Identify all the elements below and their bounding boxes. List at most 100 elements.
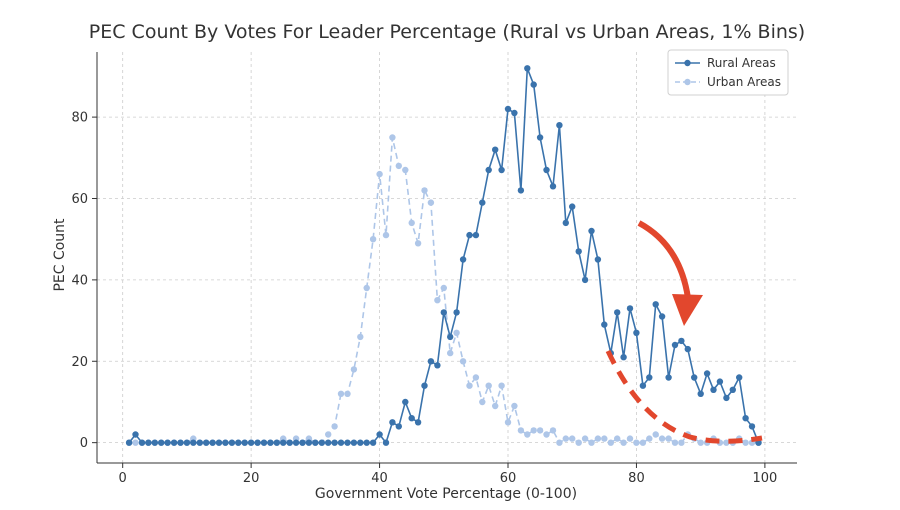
point-rural-50 xyxy=(440,309,447,316)
point-rural-56 xyxy=(479,199,486,206)
point-rural-22 xyxy=(260,439,268,446)
point-rural-89 xyxy=(691,374,698,381)
point-rural-83 xyxy=(652,301,659,308)
point-urban-50 xyxy=(440,284,447,292)
point-urban-60 xyxy=(504,419,512,426)
point-rural-4 xyxy=(145,439,152,446)
point-rural-63 xyxy=(524,65,531,72)
point-urban-51 xyxy=(447,349,454,357)
y-tick-label-60: 60 xyxy=(71,192,88,207)
x-tick-label-60: 60 xyxy=(500,471,517,486)
point-rural-1 xyxy=(125,439,133,446)
point-urban-77 xyxy=(614,435,621,442)
point-urban-64 xyxy=(530,427,537,434)
point-rural-43 xyxy=(395,423,402,430)
point-rural-80 xyxy=(633,329,640,336)
point-urban-94 xyxy=(723,439,730,446)
legend-box xyxy=(667,49,789,96)
point-rural-20 xyxy=(247,439,255,446)
point-rural-46 xyxy=(414,419,422,426)
point-rural-13 xyxy=(203,439,210,446)
point-rural-19 xyxy=(241,439,248,446)
point-rural-32 xyxy=(325,439,332,446)
point-rural-26 xyxy=(286,439,293,446)
point-rural-7 xyxy=(164,439,171,446)
point-urban-59 xyxy=(498,382,505,389)
point-urban-74 xyxy=(594,435,602,442)
point-urban-79 xyxy=(626,435,634,442)
point-rural-85 xyxy=(665,374,672,381)
point-urban-85 xyxy=(665,435,672,442)
point-urban-72 xyxy=(581,435,589,442)
point-rural-81 xyxy=(639,382,647,389)
point-rural-71 xyxy=(575,248,582,255)
point-urban-42 xyxy=(389,134,396,141)
point-rural-38 xyxy=(363,439,370,446)
point-urban-47 xyxy=(421,187,428,194)
x-tick-label-0: 0 xyxy=(119,471,127,486)
point-urban-37 xyxy=(357,333,364,341)
point-urban-36 xyxy=(350,366,358,373)
point-urban-58 xyxy=(492,402,499,410)
x-tick-label-40: 40 xyxy=(371,471,388,486)
point-rural-18 xyxy=(235,439,242,446)
point-rural-75 xyxy=(601,321,608,328)
annotation-arrow-shaft xyxy=(637,220,691,299)
point-rural-78 xyxy=(620,354,627,361)
point-urban-83 xyxy=(652,431,659,438)
point-rural-58 xyxy=(492,146,499,153)
point-rural-35 xyxy=(344,439,351,446)
point-urban-80 xyxy=(633,439,640,446)
point-urban-57 xyxy=(485,382,492,389)
point-urban-84 xyxy=(658,435,666,442)
point-rural-29 xyxy=(305,439,313,446)
point-rural-95 xyxy=(729,386,736,393)
point-urban-65 xyxy=(536,427,544,434)
point-urban-33 xyxy=(331,423,338,430)
point-urban-86 xyxy=(671,439,679,446)
point-urban-38 xyxy=(363,284,370,292)
grid xyxy=(97,52,797,463)
point-urban-55 xyxy=(472,374,480,381)
point-rural-15 xyxy=(215,439,223,446)
point-rural-30 xyxy=(312,439,319,446)
point-urban-54 xyxy=(466,382,473,389)
x-tick-label-80: 80 xyxy=(628,471,645,486)
point-rural-57 xyxy=(485,166,492,174)
point-rural-39 xyxy=(369,439,377,446)
y-axis-label: PEC Count xyxy=(52,218,68,292)
point-urban-78 xyxy=(620,439,627,446)
point-rural-33 xyxy=(331,439,338,446)
point-rural-92 xyxy=(710,386,717,393)
point-rural-67 xyxy=(549,183,557,190)
point-rural-66 xyxy=(543,166,550,174)
point-rural-17 xyxy=(228,439,236,446)
point-rural-73 xyxy=(588,227,595,235)
annotation-expected-decay-curve xyxy=(605,349,763,444)
legend: Rural Areas Urban Areas xyxy=(667,49,789,96)
point-urban-61 xyxy=(511,402,518,410)
y-tick-label-40: 40 xyxy=(71,273,88,288)
point-rural-72 xyxy=(581,276,589,284)
point-urban-34 xyxy=(337,390,345,397)
series-rural xyxy=(125,65,762,446)
x-tick-label-100: 100 xyxy=(752,471,777,486)
point-rural-48 xyxy=(427,358,435,365)
point-rural-12 xyxy=(196,439,203,446)
legend-label-urban: Urban Areas xyxy=(707,75,781,89)
point-urban-40 xyxy=(376,170,383,178)
point-rural-25 xyxy=(280,439,287,446)
point-urban-75 xyxy=(601,435,608,442)
point-urban-45 xyxy=(408,219,415,227)
point-rural-8 xyxy=(170,439,178,446)
point-rural-44 xyxy=(402,398,409,406)
y-tick-label-20: 20 xyxy=(71,355,88,370)
point-rural-11 xyxy=(190,439,197,446)
point-rural-37 xyxy=(357,439,364,446)
point-rural-36 xyxy=(350,439,358,446)
point-rural-64 xyxy=(530,81,537,88)
point-urban-68 xyxy=(556,439,563,446)
point-rural-65 xyxy=(536,134,544,141)
point-urban-41 xyxy=(382,231,390,239)
point-rural-41 xyxy=(382,439,390,446)
